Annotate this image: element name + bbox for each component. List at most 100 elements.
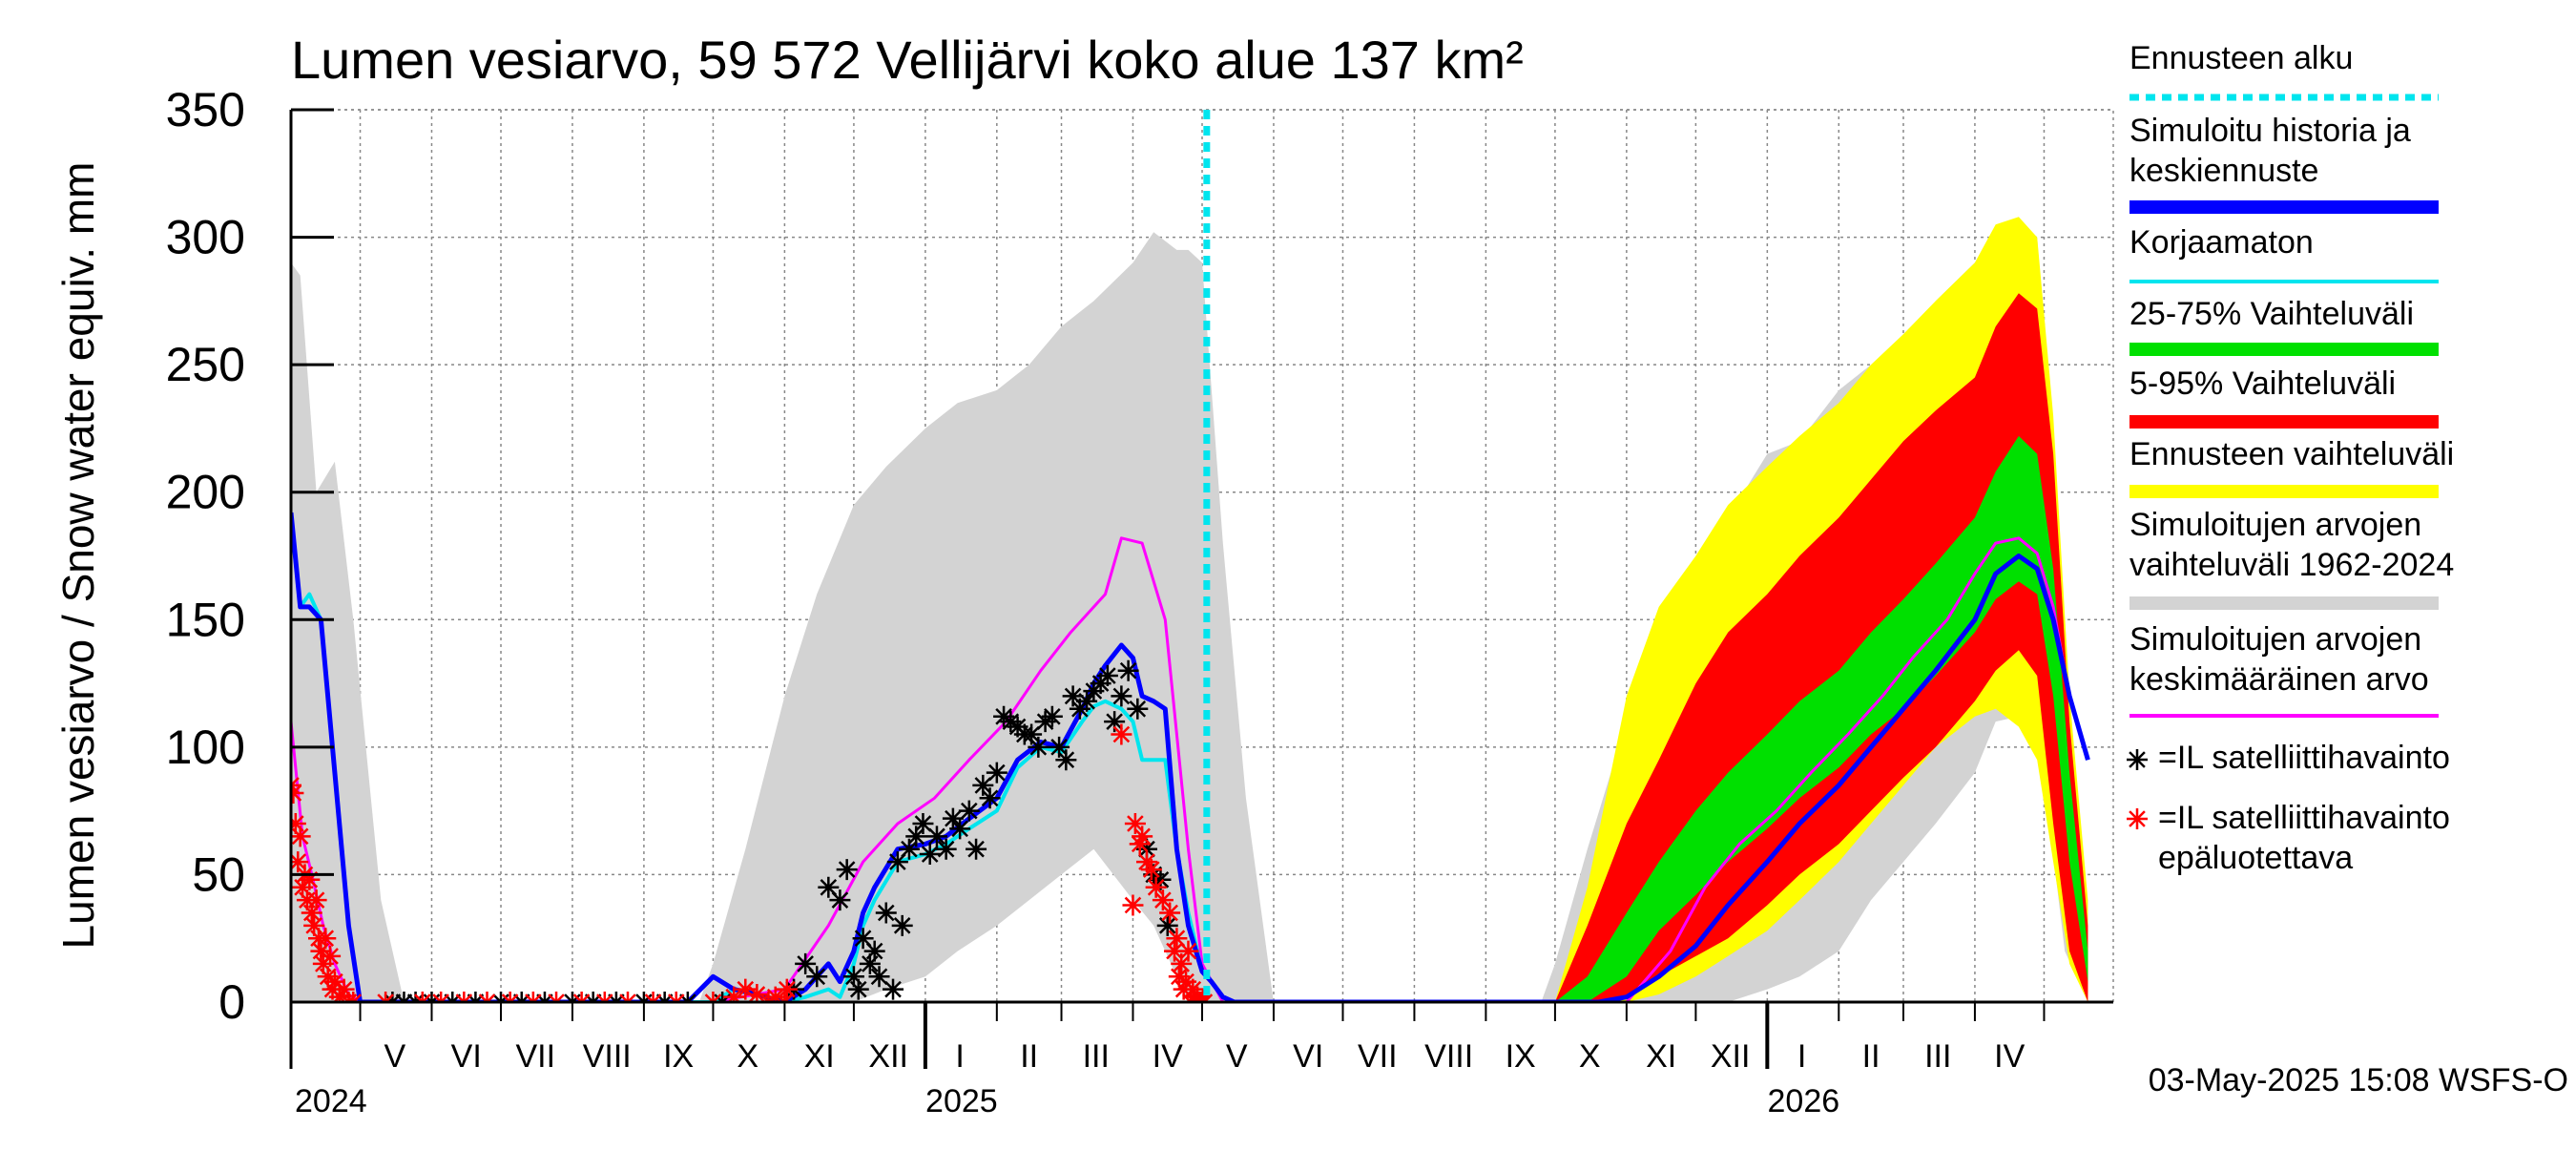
- scatter-point: [891, 914, 913, 936]
- scatter-point: [301, 902, 322, 924]
- scatter-point: [942, 807, 964, 829]
- scatter-point: [1028, 736, 1049, 758]
- scatter-point: [1163, 940, 1185, 962]
- legend-label: 5-95% Vaihteluväli: [2129, 366, 2396, 402]
- year-label: 2025: [925, 1083, 998, 1119]
- year-label: 2024: [295, 1083, 367, 1119]
- legend-label: Simuloitujen arvojen vaihteluväli 1962-20…: [2129, 507, 2454, 583]
- scatter-point: [1135, 838, 1157, 860]
- y-tick-label: 250: [166, 338, 245, 391]
- scatter-point: [925, 826, 947, 847]
- scatter-point: [966, 838, 987, 860]
- month-label: X: [737, 1038, 758, 1075]
- scatter-point: [898, 838, 920, 860]
- year-label: 2026: [1768, 1083, 1840, 1119]
- month-label: IX: [663, 1038, 694, 1075]
- month-label: V: [1226, 1038, 1248, 1075]
- scatter-point: [291, 826, 311, 847]
- legend-label-line: Simuloitujen arvojen: [2129, 621, 2421, 658]
- legend-label: 25-75% Vaihteluväli: [2129, 296, 2414, 332]
- legend-label-line: Korjaamaton: [2129, 224, 2314, 261]
- scatter-point: [1152, 889, 1174, 911]
- legend-marker: [2127, 808, 2148, 829]
- scatter-point: [1076, 690, 1098, 712]
- scatter-point: [1124, 813, 1146, 834]
- scatter-point: [842, 966, 864, 988]
- scatter-point: [291, 813, 306, 834]
- chart-title: Lumen vesiarvo, 59 572 Vellijärvi koko a…: [291, 30, 1524, 90]
- scatter-point: [912, 813, 934, 834]
- scatter-point: [949, 818, 971, 840]
- scatter-point: [317, 966, 339, 988]
- scatter-point: [1117, 659, 1139, 681]
- plot-series: [291, 110, 2090, 1002]
- scatter-point: [1111, 685, 1132, 707]
- month-label: VII: [515, 1038, 555, 1075]
- scatter-point: [972, 774, 994, 796]
- scatter-point: [1182, 978, 1204, 1000]
- scatter-point: [1129, 833, 1151, 855]
- scatter-point: [1135, 851, 1157, 873]
- legend-label: Simuloitujen arvojen keskimääräinen arvo: [2129, 621, 2429, 698]
- month-label: II: [1020, 1038, 1038, 1075]
- scatter-point: [1111, 723, 1132, 745]
- month-label: VI: [451, 1038, 482, 1075]
- scatter-point: [328, 986, 350, 1002]
- legend-label-line: Simuloitujen arvojen: [2129, 507, 2421, 543]
- month-label: V: [384, 1038, 405, 1075]
- y-tick-label: 150: [166, 593, 245, 646]
- scatter-point: [746, 983, 768, 1002]
- scatter-point: [919, 844, 941, 866]
- scatter-point: [291, 782, 304, 804]
- legend-label-line: vaihteluväli 1962-2024: [2129, 547, 2454, 583]
- scatter-point: [958, 800, 980, 822]
- y-tick-label: 100: [166, 721, 245, 774]
- scatter-point: [1062, 685, 1084, 707]
- month-label: VIII: [1424, 1038, 1473, 1075]
- scatter-point: [1159, 902, 1181, 924]
- legend-label-line: keskiennuste: [2129, 153, 2318, 189]
- scatter-point: [1055, 749, 1077, 771]
- scatter-point: [764, 986, 786, 1002]
- month-label: VI: [1293, 1038, 1323, 1075]
- legend-label-line: =IL satelliittihavainto: [2158, 800, 2450, 836]
- scatter-point: [875, 902, 897, 924]
- legend-label-line: 5-95% Vaihteluväli: [2129, 366, 2396, 402]
- scatter-point: [935, 838, 957, 860]
- scatter-point: [1132, 826, 1153, 847]
- month-label: X: [1579, 1038, 1601, 1075]
- scatter-point: [303, 914, 325, 936]
- scatter-point: [1096, 665, 1118, 687]
- scatter-point: [905, 826, 927, 847]
- legend-label-line: =IL satelliittihavainto: [2158, 740, 2450, 776]
- scatter-point: [333, 978, 355, 1000]
- scatter-point: [1049, 736, 1070, 758]
- scatter-point: [1041, 705, 1063, 727]
- legend-label: =IL satelliittihavainto: [2158, 740, 2450, 776]
- scatter-point: [315, 928, 337, 950]
- legend-label: =IL satelliittihavainto epäluotettava: [2158, 800, 2450, 876]
- legend-label: Ennusteen vaihteluväli: [2129, 436, 2454, 472]
- scatter-point: [986, 762, 1008, 784]
- scatter-point: [1156, 914, 1178, 936]
- y-tick-label: 300: [166, 211, 245, 264]
- scatter-point: [1104, 711, 1126, 733]
- scatter-point: [993, 705, 1015, 727]
- scatter-point: [323, 971, 345, 993]
- month-label: III: [1083, 1038, 1110, 1075]
- scatter-point: [852, 928, 874, 950]
- scatter-point: [883, 978, 904, 1000]
- scatter-point: [310, 940, 332, 962]
- month-label: VIII: [583, 1038, 632, 1075]
- month-label: I: [955, 1038, 964, 1075]
- timestamp: 03-May-2025 15:08 WSFS-O: [2149, 1062, 2568, 1098]
- legend-marker: [2127, 749, 2148, 770]
- scatter-point: [979, 787, 1001, 809]
- scatter-point: [1177, 940, 1199, 962]
- band-area: [1554, 435, 2088, 1002]
- scatter-point: [735, 978, 757, 1000]
- legend-label-line: Simuloitu historia ja: [2129, 113, 2411, 149]
- scatter-point: [1000, 711, 1022, 733]
